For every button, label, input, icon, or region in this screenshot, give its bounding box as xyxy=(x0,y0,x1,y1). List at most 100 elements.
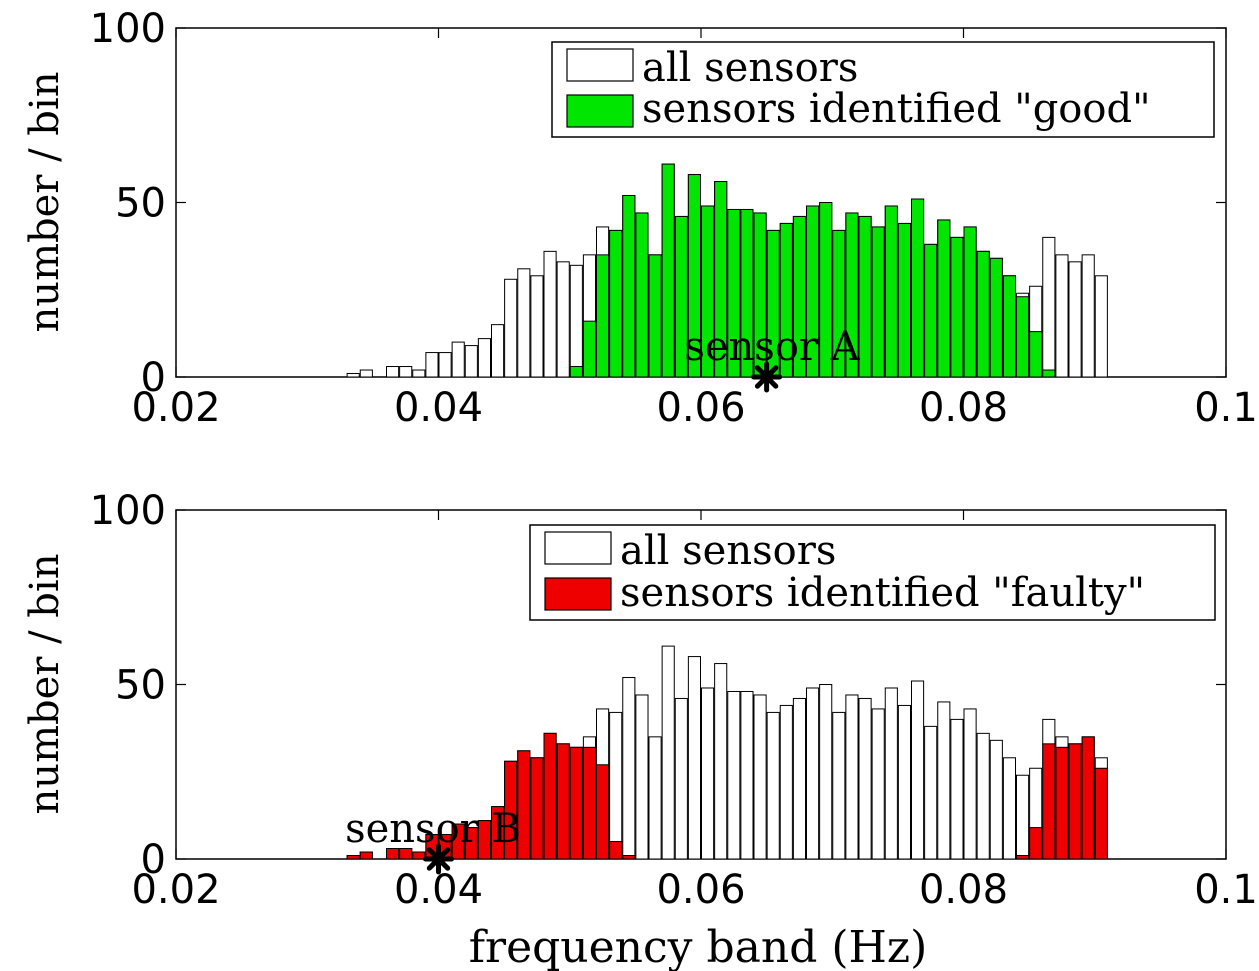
bar-identified xyxy=(399,848,413,860)
bar-all-sensors xyxy=(871,708,885,860)
bar-all-sensors xyxy=(359,369,373,378)
bar-all-sensors xyxy=(701,687,715,860)
legend-box xyxy=(551,41,1215,138)
bar-all-sensors xyxy=(386,366,400,378)
ticks-group xyxy=(175,509,1227,860)
bar-all-sensors xyxy=(727,690,741,860)
panel-top: 0.02 0.04 0.06 0.08 0.1 0 50 100 number / bin a… xyxy=(22,6,1258,431)
x-tick-label: 0.06 xyxy=(656,867,745,913)
bar-identified xyxy=(596,764,610,860)
bar-identified xyxy=(1016,296,1030,378)
bar-all-sensors xyxy=(464,345,478,378)
bar-all-sensors xyxy=(635,694,649,860)
bar-all-sensors xyxy=(714,663,728,860)
bar-identified xyxy=(622,855,636,860)
bar-all-sensors xyxy=(1094,275,1108,378)
x-axis-label: frequency band (Hz) xyxy=(469,922,928,971)
bar-all-sensors xyxy=(976,732,990,860)
bar-all-sensors xyxy=(950,718,964,860)
bar-all-sensors xyxy=(766,711,780,860)
bar-identified xyxy=(832,229,846,378)
legend-box xyxy=(529,524,1216,621)
bar-identified xyxy=(924,243,938,378)
bar-identified xyxy=(1029,331,1043,378)
bar-identified xyxy=(1055,746,1069,860)
y-tick-label: 50 xyxy=(115,181,166,227)
tick-labels-group: 0.02 0.04 0.06 0.08 0.1 0 50 100 xyxy=(90,488,1258,913)
bar-all-sensors xyxy=(897,704,911,860)
bar-identified xyxy=(556,743,570,860)
legend-swatch-all-sensors xyxy=(566,48,634,82)
bar-identified xyxy=(582,320,597,378)
x-tick-label: 0.06 xyxy=(656,385,745,431)
bar-identified xyxy=(884,205,898,378)
bar-all-sensors xyxy=(740,690,754,860)
bar-identified xyxy=(701,205,715,378)
y-tick-label: 0 xyxy=(141,355,166,401)
ticks-group xyxy=(175,27,1227,378)
bar-all-sensors xyxy=(346,373,360,378)
bar-identified xyxy=(740,208,754,378)
bar-identified xyxy=(530,757,544,860)
bar-identified xyxy=(609,229,623,378)
annotation-sensor-b-marker xyxy=(423,843,454,875)
bar-identified xyxy=(543,732,557,860)
bar-all-sensors xyxy=(399,366,413,378)
bar-identified xyxy=(477,820,491,860)
bar-all-sensors xyxy=(648,736,662,860)
bar-identified xyxy=(346,855,360,860)
asterisk-stroke xyxy=(426,847,451,871)
bar-all-sensors xyxy=(1068,261,1082,378)
bar-all-sensors xyxy=(412,369,426,378)
bar-identified xyxy=(845,212,859,378)
panel-bottom: 0.02 0.04 0.06 0.08 0.1 0 50 100 number / bin a… xyxy=(22,488,1258,971)
bar-identified xyxy=(911,198,925,378)
bar-all-sensors xyxy=(911,680,925,860)
bars-group xyxy=(346,163,1108,378)
x-tick-label: 0.1 xyxy=(1194,385,1258,431)
bars-group xyxy=(346,645,1108,860)
bar-all-sensors xyxy=(661,645,675,860)
bar-all-sensors xyxy=(845,694,859,860)
bar-identified xyxy=(1042,369,1056,378)
bar-identified xyxy=(1016,855,1030,860)
bar-identified xyxy=(806,205,820,378)
tick-labels-group: 0.02 0.04 0.06 0.08 0.1 0 50 100 xyxy=(90,6,1258,431)
bar-all-sensors xyxy=(517,268,531,378)
bar-all-sensors xyxy=(438,352,452,378)
x-tick-label: 0.04 xyxy=(394,385,483,431)
y-tick-label: 100 xyxy=(90,6,166,52)
x-tick-label: 0.08 xyxy=(919,867,1008,913)
bar-identified xyxy=(464,827,478,860)
bar-identified xyxy=(412,851,426,860)
legend: all sensors sensors identified "faulty" xyxy=(529,524,1216,621)
bar-identified xyxy=(359,851,373,860)
asterisk-stroke xyxy=(754,365,779,389)
y-tick-label: 50 xyxy=(115,663,166,709)
bar-all-sensors xyxy=(792,697,807,860)
bar-all-sensors xyxy=(1055,254,1069,378)
legend-label-faulty: sensors identified "faulty" xyxy=(620,570,1145,616)
bar-identified xyxy=(648,254,662,378)
legend-label-good: sensors identified "good" xyxy=(642,86,1150,132)
bar-identified xyxy=(792,215,807,378)
bar-all-sensors xyxy=(477,338,491,378)
bar-all-sensors xyxy=(1002,757,1017,860)
bar-identified xyxy=(1002,275,1017,378)
legend-label-all-sensors: all sensors xyxy=(620,528,836,574)
bar-all-sensors xyxy=(753,694,767,860)
legend-label-all-sensors: all sensors xyxy=(642,45,858,91)
y-axis-label: number / bin xyxy=(22,72,68,333)
bar-all-sensors xyxy=(1016,774,1030,860)
bar-all-sensors xyxy=(806,687,820,860)
bar-all-sensors xyxy=(491,324,505,378)
bar-identified xyxy=(1042,743,1056,860)
bar-identified xyxy=(1094,767,1108,860)
bar-identified xyxy=(491,806,505,860)
bar-all-sensors xyxy=(569,264,583,378)
bar-identified xyxy=(819,202,833,378)
bar-identified xyxy=(779,222,793,378)
bar-identified xyxy=(963,226,977,378)
bar-identified xyxy=(635,212,649,378)
